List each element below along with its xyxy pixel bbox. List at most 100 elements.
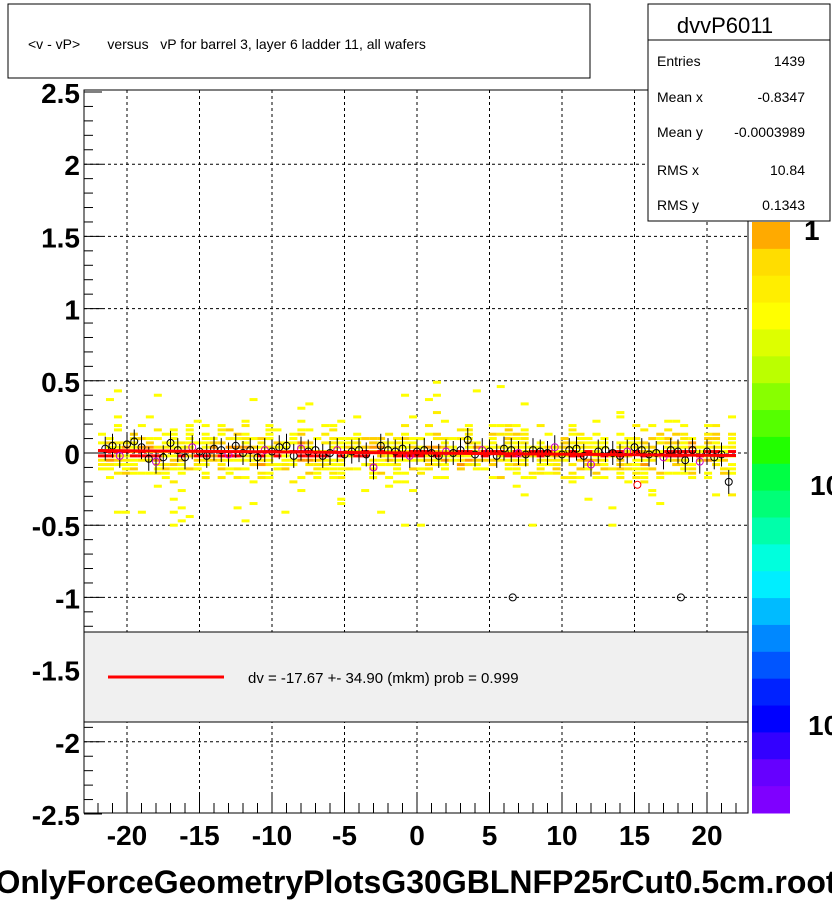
density-bin — [329, 467, 338, 471]
density-bin — [472, 467, 481, 471]
density-bin — [576, 445, 585, 449]
density-bin — [432, 458, 441, 462]
stats-rows: Entries 1439 Mean x -0.8347 Mean y -0.0003989… — [657, 53, 805, 213]
density-bin — [640, 428, 649, 432]
density-bin — [137, 510, 146, 514]
density-bin — [265, 432, 274, 436]
density-bin — [472, 441, 481, 445]
density-bin — [417, 471, 425, 475]
density-bin — [432, 454, 441, 458]
density-bin — [257, 441, 266, 445]
palette-label-10: 10 — [810, 470, 832, 501]
density-bin — [536, 467, 545, 471]
density-bin — [321, 432, 330, 436]
density-bin — [480, 454, 489, 458]
density-bin — [113, 454, 122, 458]
palette-swatch — [752, 786, 790, 814]
density-bin — [201, 454, 210, 458]
stats-label: RMS x — [657, 162, 699, 178]
x-tick-label: -5 — [332, 820, 357, 851]
density-bin — [464, 424, 473, 428]
density-bin — [592, 463, 601, 467]
density-bin — [640, 471, 649, 475]
density-bin — [672, 445, 681, 449]
density-bin — [321, 463, 330, 467]
density-bin — [105, 437, 114, 441]
x-tick-label: 15 — [619, 820, 650, 851]
density-bin — [520, 441, 529, 445]
density-bin — [528, 476, 537, 480]
density-bin — [728, 463, 737, 467]
density-bin — [361, 463, 370, 467]
density-bin — [496, 424, 505, 428]
density-bin — [704, 437, 713, 441]
density-bin — [584, 463, 593, 467]
density-bin — [345, 454, 354, 458]
density-bin — [337, 476, 346, 480]
outlier-point — [508, 593, 517, 602]
density-bin — [504, 467, 513, 471]
density-bin — [504, 458, 513, 462]
density-bin — [377, 463, 386, 467]
density-bin — [177, 463, 186, 467]
stats-label: Entries — [657, 53, 701, 69]
density-bin — [385, 441, 394, 445]
density-bin — [225, 437, 234, 441]
density-bin — [273, 441, 282, 445]
density-bin — [688, 463, 697, 467]
profile-point — [550, 443, 559, 452]
density-bin — [153, 445, 162, 449]
density-bin — [129, 454, 138, 458]
palette-swatch — [752, 248, 790, 277]
density-bin — [488, 441, 497, 445]
density-bin — [520, 437, 529, 441]
density-bin — [113, 389, 122, 393]
density-bin — [233, 476, 242, 480]
profile-point — [260, 446, 269, 455]
density-bin — [169, 432, 178, 436]
density-bin — [241, 519, 250, 523]
density-bin — [680, 471, 689, 475]
density-bin — [464, 445, 473, 449]
density-bin — [289, 480, 298, 484]
density-bin — [432, 411, 441, 415]
density-bin — [656, 450, 665, 454]
density-bin — [401, 445, 410, 449]
density-bin — [656, 471, 665, 475]
density-bin — [464, 437, 473, 441]
density-bin — [249, 398, 258, 402]
density-bin — [241, 476, 250, 480]
density-bin — [424, 398, 433, 402]
density-bin — [584, 450, 593, 454]
density-bin — [185, 432, 194, 436]
density-bin — [576, 437, 585, 441]
x-tick-label: -15 — [179, 820, 219, 851]
density-bin — [680, 441, 689, 445]
density-bin — [432, 450, 441, 454]
density-bin — [568, 454, 577, 458]
y-tick-label: 2 — [64, 150, 80, 181]
density-bin — [145, 458, 154, 462]
density-bin — [552, 463, 561, 467]
density-bin — [145, 471, 154, 475]
density-bin — [129, 471, 138, 475]
density-bin — [584, 441, 593, 445]
density-bin — [233, 467, 242, 471]
density-bin — [169, 510, 178, 514]
profile-point — [362, 450, 371, 459]
stats-value: 10.84 — [770, 162, 805, 178]
density-bin — [153, 458, 162, 462]
density-bin — [664, 441, 673, 445]
density-bin — [440, 476, 449, 480]
density-bin — [201, 445, 210, 449]
density-bin — [576, 432, 585, 436]
density-bin — [728, 441, 737, 445]
density-bin — [337, 458, 346, 462]
density-bin — [472, 445, 481, 449]
density-bin — [337, 445, 346, 449]
density-bin — [720, 471, 729, 475]
density-bin — [273, 445, 282, 449]
density-bin — [696, 445, 705, 449]
density-bin — [113, 463, 122, 467]
profile-point — [130, 437, 139, 446]
